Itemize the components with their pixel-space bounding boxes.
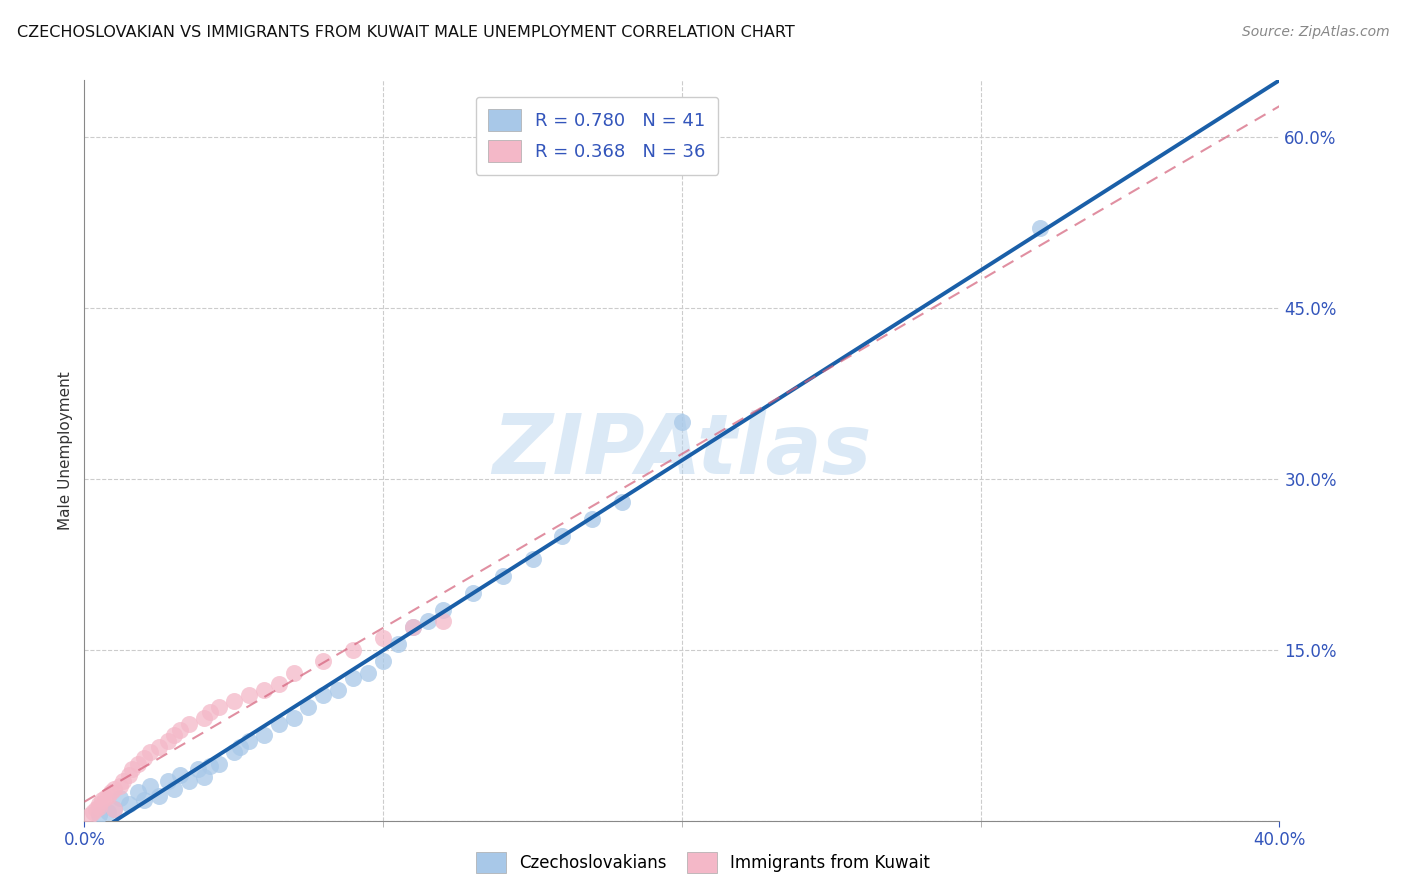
Point	[132, 793, 156, 807]
Point	[187, 763, 209, 777]
Point	[139, 780, 162, 794]
Point	[121, 763, 143, 777]
Point	[148, 739, 170, 754]
Point	[127, 756, 149, 771]
Legend: Czechoslovakians, Immigrants from Kuwait: Czechoslovakians, Immigrants from Kuwait	[470, 846, 936, 880]
Point	[342, 671, 364, 685]
Point	[103, 781, 125, 796]
Point	[112, 773, 135, 788]
Point	[297, 699, 319, 714]
Point	[357, 665, 380, 680]
Point	[312, 689, 335, 703]
Point	[97, 805, 120, 819]
Point	[198, 706, 221, 720]
Point	[132, 751, 156, 765]
Point	[110, 780, 132, 794]
Point	[148, 789, 170, 803]
Point	[208, 756, 231, 771]
Point	[222, 694, 245, 708]
Point	[267, 716, 290, 731]
Point	[157, 734, 180, 748]
Point	[373, 632, 395, 646]
Point	[139, 745, 162, 759]
Point	[373, 654, 395, 668]
Point	[110, 790, 132, 805]
Point	[89, 797, 111, 811]
Point	[581, 512, 603, 526]
Point	[253, 682, 276, 697]
Point	[103, 802, 125, 816]
Point	[79, 808, 101, 822]
Point	[312, 654, 335, 668]
Point	[157, 773, 180, 788]
Point	[193, 711, 215, 725]
Point	[416, 615, 439, 629]
Point	[177, 716, 200, 731]
Text: ZIPAtlas: ZIPAtlas	[492, 410, 872, 491]
Point	[222, 745, 245, 759]
Point	[89, 800, 111, 814]
Point	[432, 615, 454, 629]
Point	[91, 793, 114, 807]
Point	[177, 773, 200, 788]
Point	[163, 781, 186, 796]
Point	[89, 808, 111, 822]
Point	[127, 785, 149, 799]
Point	[169, 723, 191, 737]
Point	[82, 805, 104, 819]
Point	[402, 620, 425, 634]
Point	[163, 728, 186, 742]
Text: CZECHOSLOVAKIAN VS IMMIGRANTS FROM KUWAIT MALE UNEMPLOYMENT CORRELATION CHART: CZECHOSLOVAKIAN VS IMMIGRANTS FROM KUWAI…	[17, 25, 794, 40]
Point	[228, 739, 252, 754]
Point	[492, 568, 515, 582]
Point	[328, 682, 350, 697]
Point	[238, 734, 260, 748]
Point	[283, 665, 305, 680]
Point	[208, 699, 231, 714]
Point	[612, 494, 634, 508]
Point	[118, 768, 141, 782]
Point	[522, 551, 544, 566]
Legend: R = 0.780   N = 41, R = 0.368   N = 36: R = 0.780 N = 41, R = 0.368 N = 36	[475, 96, 718, 175]
Point	[402, 620, 425, 634]
Point	[193, 770, 215, 784]
Point	[551, 529, 574, 543]
Point	[342, 642, 364, 657]
Point	[1029, 221, 1052, 235]
Point	[387, 637, 409, 651]
Point	[100, 785, 122, 799]
Point	[103, 802, 125, 816]
Point	[253, 728, 276, 742]
Point	[169, 768, 191, 782]
Y-axis label: Male Unemployment: Male Unemployment	[58, 371, 73, 530]
Point	[267, 677, 290, 691]
Point	[461, 586, 484, 600]
Point	[97, 789, 120, 803]
Point	[283, 711, 305, 725]
Point	[118, 797, 141, 811]
Point	[198, 759, 221, 773]
Point	[86, 802, 108, 816]
Text: Source: ZipAtlas.com: Source: ZipAtlas.com	[1241, 25, 1389, 39]
Point	[238, 689, 260, 703]
Point	[671, 415, 693, 429]
Point	[432, 603, 454, 617]
Point	[94, 790, 117, 805]
